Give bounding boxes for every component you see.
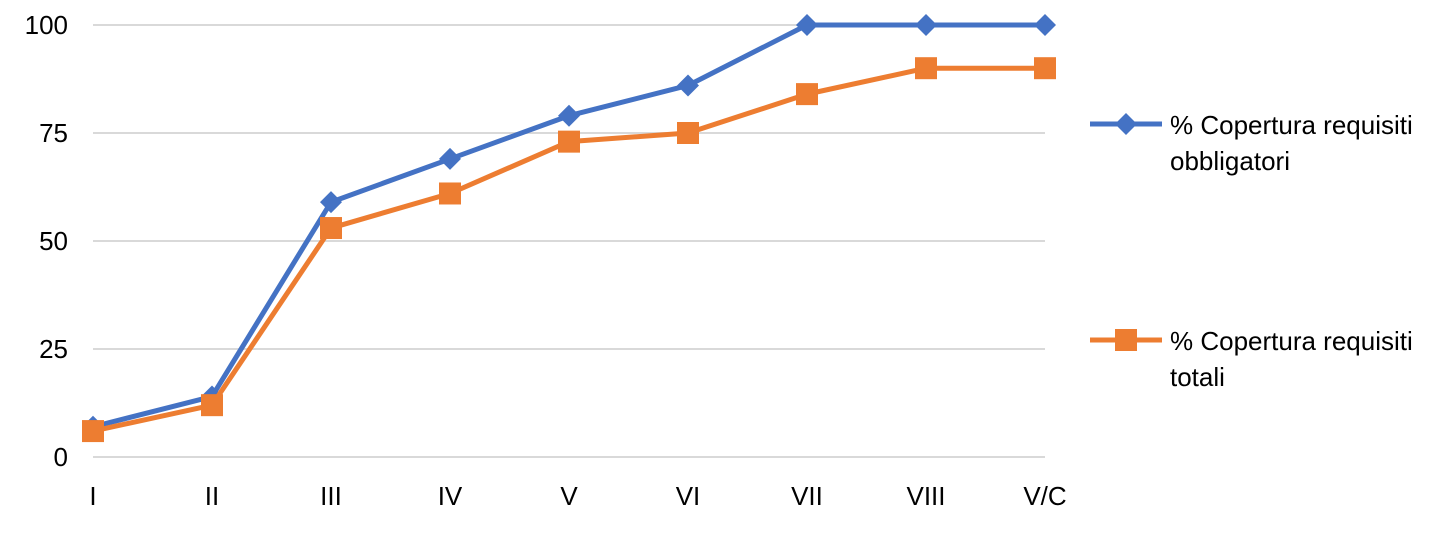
data-point <box>558 130 580 153</box>
y-tick-label: 25 <box>39 334 68 364</box>
data-point <box>320 191 342 214</box>
data-point <box>201 394 223 417</box>
legend-label: obbligatori <box>1170 146 1290 176</box>
y-tick-label: 50 <box>39 226 68 256</box>
data-point <box>1034 57 1056 80</box>
data-point <box>439 182 461 205</box>
series-group <box>82 14 1056 443</box>
x-tick-label: VII <box>791 481 823 511</box>
series-obbligatori <box>82 14 1056 438</box>
data-point <box>677 74 699 97</box>
x-tick-label: V <box>560 481 578 511</box>
data-point <box>677 122 699 144</box>
legend-label: totali <box>1170 362 1225 392</box>
y-axis-tick-labels: 0 25 50 75 100 <box>25 10 68 472</box>
x-tick-label: IV <box>438 481 463 511</box>
y-tick-label: 0 <box>54 442 68 472</box>
y-tick-label: 100 <box>25 10 68 40</box>
legend-swatch-marker <box>1115 329 1137 351</box>
x-tick-label: II <box>205 481 219 511</box>
data-point <box>915 14 937 36</box>
data-point <box>796 83 818 106</box>
data-point <box>796 14 818 36</box>
x-tick-label: III <box>320 481 342 511</box>
data-point <box>1034 14 1056 36</box>
gridlines <box>93 24 1045 458</box>
series-totali <box>82 57 1056 443</box>
x-tick-label: I <box>89 481 96 511</box>
legend-item: % Copertura requisiti obbligatori <box>1090 110 1413 176</box>
x-axis-tick-labels: I II III IV V VI VII VIII V/C <box>89 481 1066 511</box>
data-point <box>439 147 461 170</box>
data-point <box>915 57 937 80</box>
legend-label: % Copertura requisiti <box>1170 110 1413 140</box>
legend-swatch-marker <box>1115 113 1137 135</box>
y-tick-label: 75 <box>39 118 68 148</box>
data-point <box>82 420 104 443</box>
legend-label: % Copertura requisiti <box>1170 326 1413 356</box>
data-point <box>558 104 580 127</box>
x-tick-label: VIII <box>906 481 945 511</box>
x-tick-label: VI <box>676 481 701 511</box>
data-point <box>320 217 342 240</box>
legend-item: % Copertura requisiti totali <box>1090 326 1413 392</box>
x-tick-label: V/C <box>1023 481 1066 511</box>
